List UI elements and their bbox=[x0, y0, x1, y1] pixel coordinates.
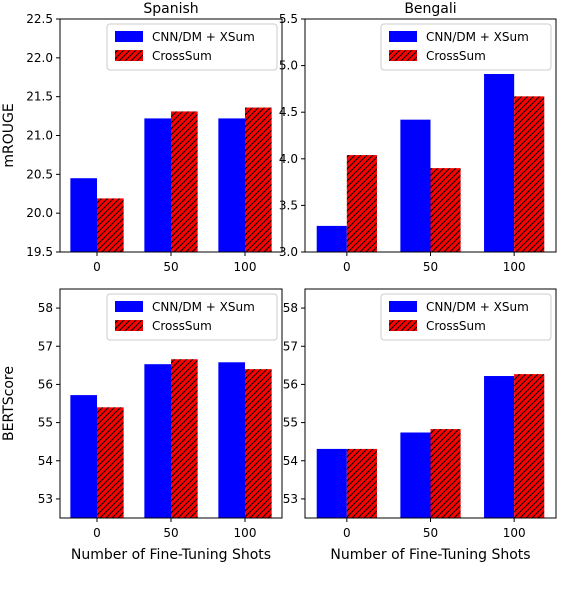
y-axis-label: mROUGE bbox=[1, 103, 17, 167]
bar-crosssum-0 bbox=[97, 198, 124, 252]
y-tick-label: 19.5 bbox=[26, 245, 53, 259]
bar-crosssum-50 bbox=[171, 359, 198, 518]
legend-label-crosssum: CrossSum bbox=[426, 49, 486, 63]
legend-swatch-cnn-dm-xsum bbox=[389, 301, 417, 312]
bar-cnn-dm-xsum-100 bbox=[218, 362, 245, 518]
legend-swatch-cnn-dm-xsum bbox=[389, 31, 417, 42]
bar-cnn-dm-xsum-50 bbox=[144, 364, 171, 518]
bar-cnn-dm-xsum-50 bbox=[144, 118, 171, 252]
legend-box bbox=[380, 293, 552, 341]
y-tick-label: 58 bbox=[283, 301, 298, 315]
legend-swatch-cnn-dm-xsum bbox=[115, 31, 143, 42]
legend-label-cnn-dm-xsum: CNN/DM + XSum bbox=[152, 30, 255, 44]
y-tick-label: 4.5 bbox=[279, 105, 298, 119]
legend-label-crosssum: CrossSum bbox=[426, 319, 486, 333]
chart-panel-3: 53 54 55 56 57 58 0 50 100 Number of Fine-Tuning … bbox=[283, 288, 557, 563]
legend: CNN/DM + XSum CrossSum bbox=[106, 23, 278, 71]
y-tick-label: 56 bbox=[283, 377, 298, 391]
bar-crosssum-50 bbox=[430, 429, 461, 518]
y-tick-label: 56 bbox=[38, 377, 53, 391]
bar-crosssum-100 bbox=[245, 107, 272, 252]
bar-cnn-dm-xsum-100 bbox=[218, 118, 245, 252]
bar-crosssum-100 bbox=[245, 369, 272, 518]
bar-crosssum-100 bbox=[514, 96, 545, 252]
legend-swatch-crosssum bbox=[389, 320, 417, 331]
bar-cnn-dm-xsum-100 bbox=[484, 376, 515, 518]
legend-swatch-crosssum bbox=[389, 50, 417, 61]
x-tick-label: 0 bbox=[343, 260, 351, 274]
panel-title: Spanish bbox=[143, 1, 198, 17]
y-tick-label: 53 bbox=[283, 492, 298, 506]
bar-cnn-dm-xsum-100 bbox=[484, 73, 515, 252]
bar-crosssum-50 bbox=[430, 168, 461, 252]
bar-crosssum-100 bbox=[514, 374, 545, 518]
x-tick-label: 50 bbox=[423, 526, 438, 540]
legend: CNN/DM + XSum CrossSum bbox=[380, 23, 552, 71]
x-tick-label: 50 bbox=[163, 526, 178, 540]
legend-label-cnn-dm-xsum: CNN/DM + XSum bbox=[426, 300, 529, 314]
bar-cnn-dm-xsum-50 bbox=[400, 119, 431, 252]
y-tick-label: 3.5 bbox=[279, 198, 298, 212]
x-tick-label: 100 bbox=[234, 260, 257, 274]
y-tick-label: 54 bbox=[283, 454, 298, 468]
bar-crosssum-0 bbox=[346, 155, 377, 252]
legend: CNN/DM + XSum CrossSum bbox=[380, 293, 552, 341]
x-tick-label: 0 bbox=[93, 260, 101, 274]
y-tick-label: 54 bbox=[38, 454, 53, 468]
legend-swatch-crosssum bbox=[115, 320, 143, 331]
y-tick-label: 57 bbox=[38, 339, 53, 353]
y-tick-label: 53 bbox=[38, 492, 53, 506]
y-tick-label: 20.0 bbox=[26, 206, 53, 220]
bar-cnn-dm-xsum-0 bbox=[70, 395, 97, 518]
y-tick-label: 57 bbox=[283, 339, 298, 353]
y-tick-label: 4.0 bbox=[279, 152, 298, 166]
bar-crosssum-50 bbox=[171, 111, 198, 252]
legend-box bbox=[106, 293, 278, 341]
x-tick-label: 100 bbox=[234, 526, 257, 540]
bar-cnn-dm-xsum-0 bbox=[70, 178, 97, 252]
y-tick-label: 5.0 bbox=[279, 59, 298, 73]
x-tick-label: 100 bbox=[503, 260, 526, 274]
legend-label-cnn-dm-xsum: CNN/DM + XSum bbox=[152, 300, 255, 314]
y-tick-label: 3.0 bbox=[279, 245, 298, 259]
x-tick-label: 100 bbox=[503, 526, 526, 540]
y-tick-label: 55 bbox=[283, 416, 298, 430]
y-tick-label: 20.5 bbox=[26, 167, 53, 181]
y-tick-label: 5.5 bbox=[279, 12, 298, 26]
x-tick-label: 50 bbox=[163, 260, 178, 274]
y-axis-label: BERTScore bbox=[1, 366, 17, 441]
legend-swatch-crosssum bbox=[115, 50, 143, 61]
legend-label-crosssum: CrossSum bbox=[152, 319, 212, 333]
panel-title: Bengali bbox=[404, 1, 456, 17]
bar-crosssum-0 bbox=[346, 448, 377, 518]
chart-panel-1: 3.0 3.5 4.0 4.5 5.0 5.5 0 50 100 Bengali CNN/DM + … bbox=[279, 1, 557, 274]
chart-panel-0: 19.5 20.0 20.5 21.0 21.5 22.0 22.5 0 50 100 Spanis… bbox=[1, 1, 283, 274]
legend-box bbox=[380, 23, 552, 71]
legend-box bbox=[106, 23, 278, 71]
chart-panel-2: 53 54 55 56 57 58 0 50 100 BERTScore Number of Fin… bbox=[1, 288, 283, 563]
x-axis-label: Number of Fine-Tuning Shots bbox=[71, 547, 271, 563]
y-tick-label: 21.0 bbox=[26, 129, 53, 143]
legend-label-crosssum: CrossSum bbox=[152, 49, 212, 63]
x-axis-label: Number of Fine-Tuning Shots bbox=[330, 547, 530, 563]
bar-cnn-dm-xsum-0 bbox=[316, 448, 347, 518]
y-tick-label: 21.5 bbox=[26, 90, 53, 104]
legend-swatch-cnn-dm-xsum bbox=[115, 301, 143, 312]
y-tick-label: 22.5 bbox=[26, 12, 53, 26]
legend-label-cnn-dm-xsum: CNN/DM + XSum bbox=[426, 30, 529, 44]
bar-crosssum-0 bbox=[97, 407, 124, 518]
bar-cnn-dm-xsum-50 bbox=[400, 432, 431, 518]
bar-cnn-dm-xsum-0 bbox=[316, 225, 347, 252]
y-tick-label: 55 bbox=[38, 416, 53, 430]
x-tick-label: 0 bbox=[343, 526, 351, 540]
x-tick-label: 50 bbox=[423, 260, 438, 274]
y-tick-label: 22.0 bbox=[26, 51, 53, 65]
legend: CNN/DM + XSum CrossSum bbox=[106, 293, 278, 341]
x-tick-label: 0 bbox=[93, 526, 101, 540]
y-tick-label: 58 bbox=[38, 301, 53, 315]
